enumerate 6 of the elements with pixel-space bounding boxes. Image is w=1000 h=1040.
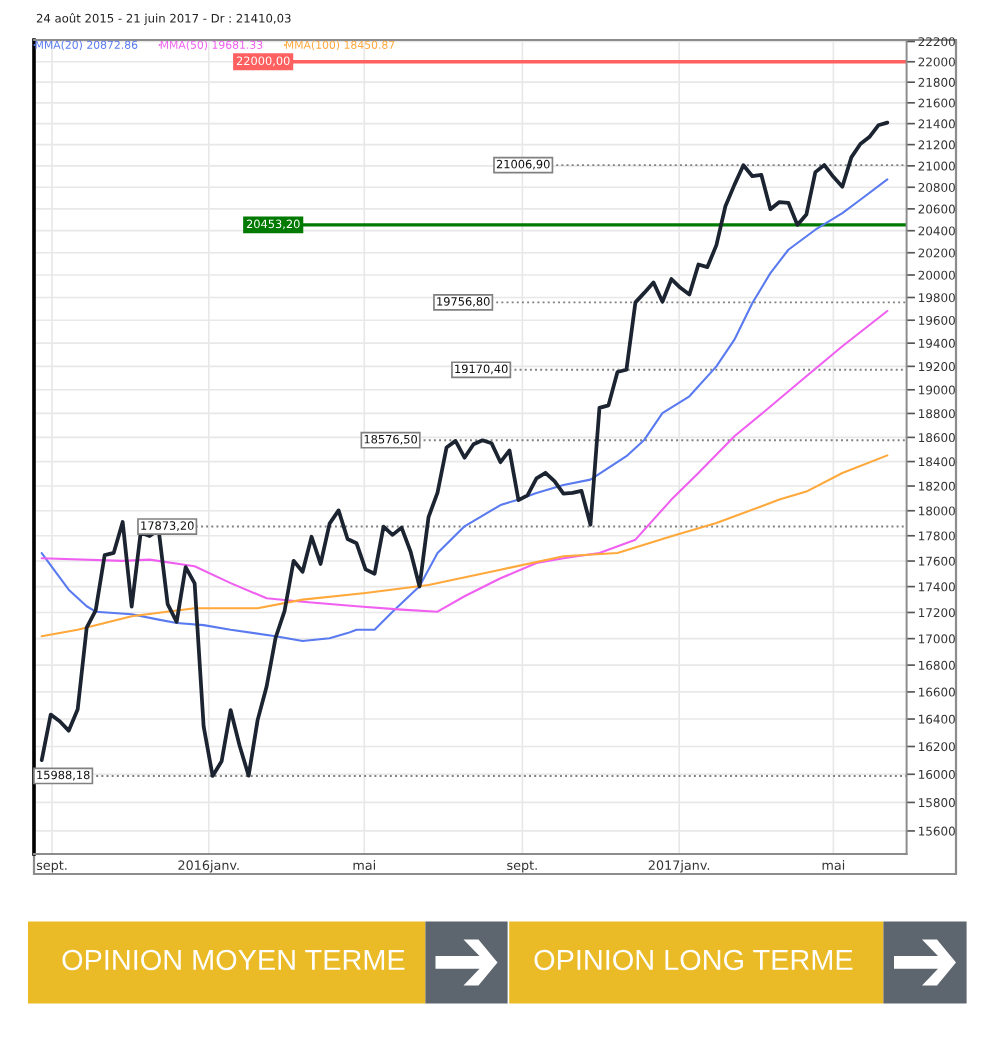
line-series xyxy=(40,309,889,613)
line-series xyxy=(40,454,889,638)
text: OPINION MOYEN TERME xyxy=(62,949,405,971)
text: OPINION LONG TERME xyxy=(534,949,853,971)
line-series xyxy=(40,178,889,643)
line-series xyxy=(39,120,890,778)
